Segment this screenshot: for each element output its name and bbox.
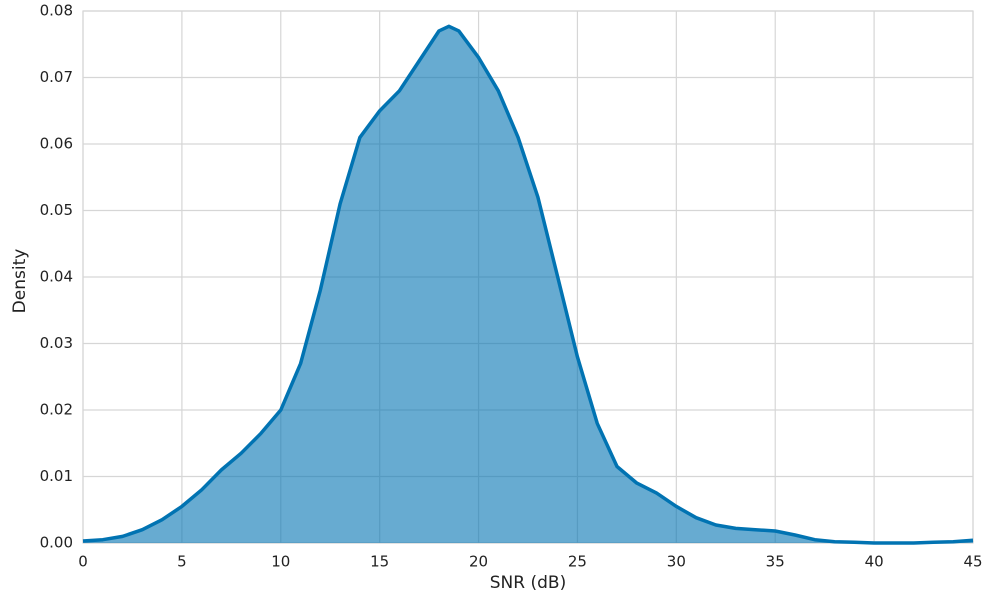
y-tick-label: 0.02: [40, 401, 73, 419]
x-tick-label: 25: [568, 553, 587, 571]
x-tick-label: 10: [271, 553, 290, 571]
x-tick-label: 35: [766, 553, 785, 571]
y-tick-label: 0.04: [40, 268, 73, 286]
y-tick-label: 0.07: [40, 68, 73, 86]
x-tick-label: 15: [370, 553, 389, 571]
y-tick-label: 0.06: [40, 135, 73, 153]
y-axis-label: Density: [10, 249, 30, 314]
x-tick-label: 40: [865, 553, 884, 571]
y-tick-label: 0.01: [40, 467, 73, 485]
y-tick-label: 0.03: [40, 334, 73, 352]
x-tick-label: 30: [667, 553, 686, 571]
y-tick-label: 0.00: [40, 534, 73, 552]
x-axis-label: SNR (dB): [490, 573, 566, 593]
x-tick-label: 20: [469, 553, 488, 571]
y-tick-label: 0.05: [40, 201, 73, 219]
x-tick-label: 0: [78, 553, 88, 571]
x-tick-label: 45: [963, 553, 982, 571]
y-tick-label: 0.08: [40, 2, 73, 20]
x-tick-label: 5: [177, 553, 187, 571]
density-line: [82, 24, 974, 545]
area-fill: [83, 26, 973, 544]
